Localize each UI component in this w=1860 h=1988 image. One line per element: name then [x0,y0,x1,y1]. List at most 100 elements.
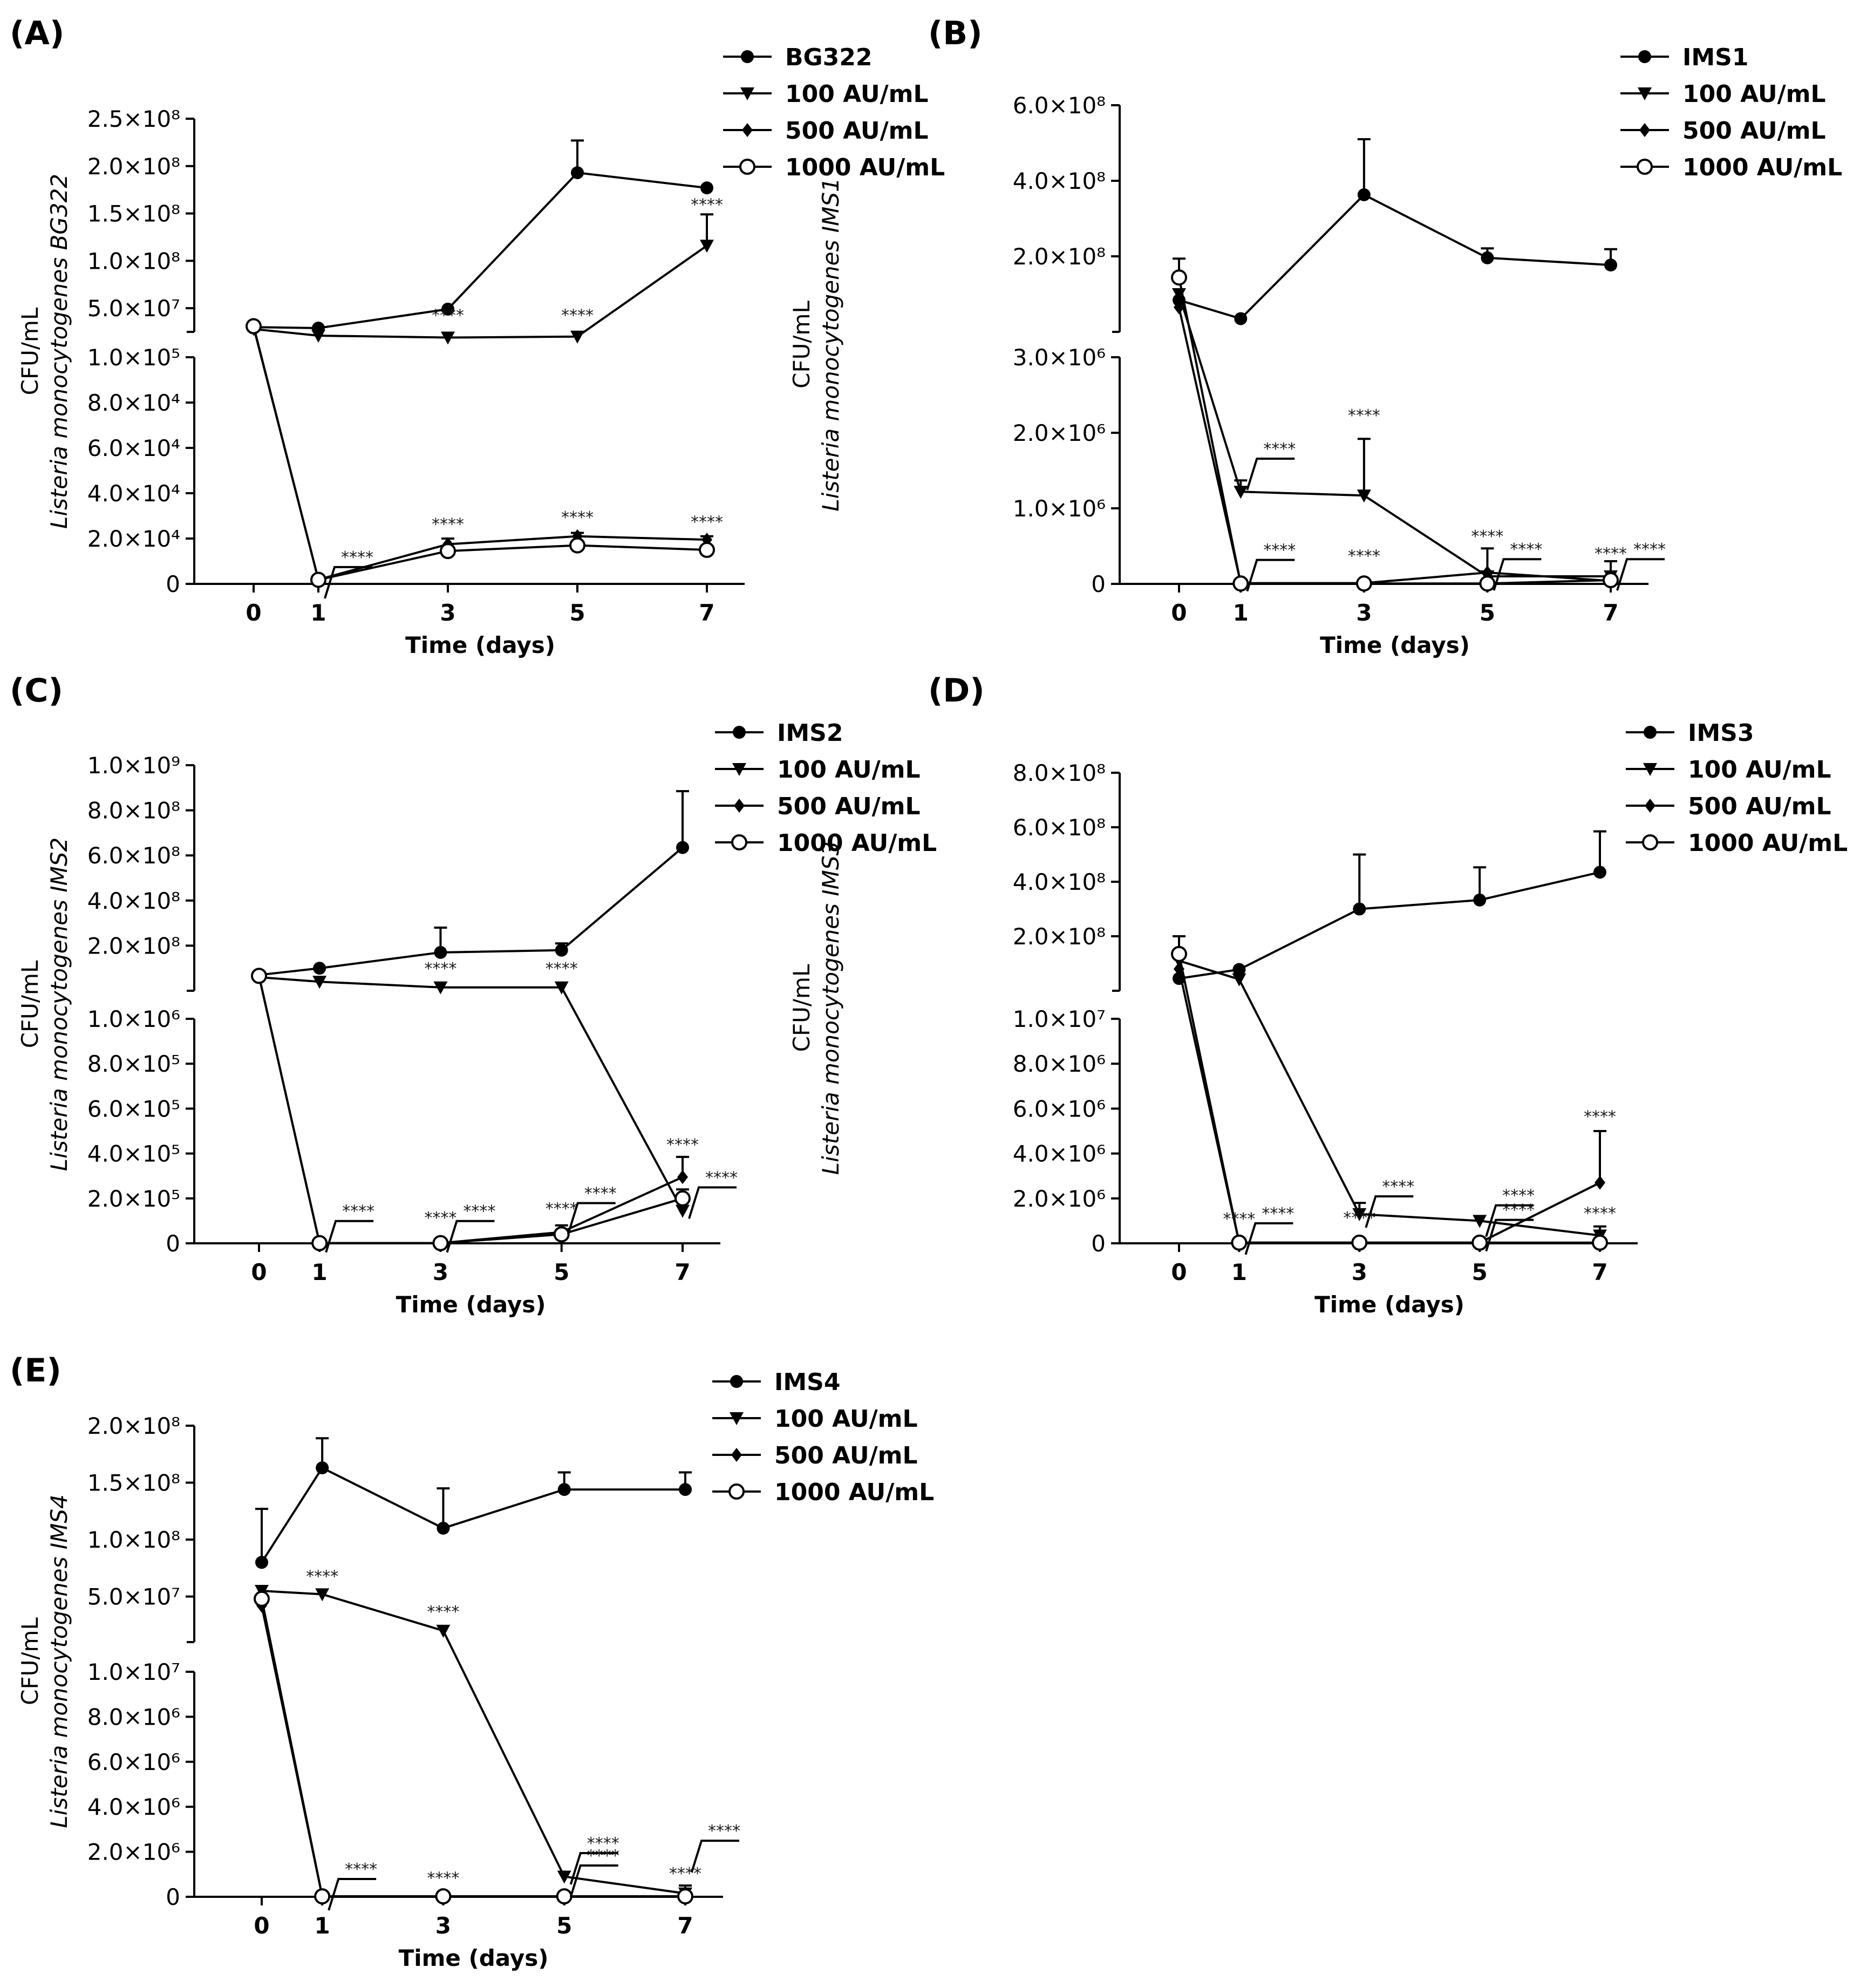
legend: IMS1 100 AU/mL 500 AU/mL 1000 AU/mL [1620,44,1842,181]
data-point [434,945,447,959]
data-point [1353,902,1366,916]
significance-label: **** [306,1568,338,1587]
data-point [679,1483,692,1496]
x-tick-label: 0 [251,1259,267,1285]
legend-label: 1000 AU/mL [1682,154,1842,181]
data-point [255,1556,268,1569]
data-point [1603,572,1619,588]
significance-label: **** [1584,1204,1616,1223]
legend-label: IMS4 [774,1369,840,1396]
y-tick-label: 1.0×10⁵ [87,344,180,371]
significance-bracket [1246,458,1295,491]
legend-item: 100 AU/mL [712,1405,918,1433]
legend-marker [728,1483,745,1500]
legend-marker [731,1448,742,1462]
significance-label: **** [424,1209,457,1228]
data-point [1479,575,1496,592]
data-point [315,1588,330,1602]
data-point [1171,269,1187,286]
y-tick-label: 0 [1091,1230,1106,1257]
data-point [570,330,584,344]
panel-label: (B) [928,15,983,52]
significance-label: **** [669,1864,701,1883]
data-point [1604,258,1617,272]
y-tick-label: 4.0×10⁶ [1013,1141,1106,1167]
legend-label: 100 AU/mL [785,80,929,108]
y-tick-label: 0 [1091,571,1106,597]
legend-label: 1000 AU/mL [774,1479,934,1506]
legend-item: 500 AU/mL [723,117,929,145]
y-axis-label: CFU/mL Listeria monocytogenes IMS1 [788,178,844,512]
y-tick-label: 3.0×10⁶ [1013,344,1106,371]
legend: IMS2 100 AU/mL 500 AU/mL 1000 AU/mL [715,719,937,857]
y-tick-label: 2.0×10⁸ [87,1413,180,1439]
data-point [1473,1215,1487,1228]
legend-item: IMS4 [712,1369,840,1396]
x-tick-label: 3 [435,1912,451,1939]
y-axis-label-species: Listeria monocytogenes IMS3 [817,841,844,1175]
data-point [676,1204,690,1218]
data-point [1593,866,1606,879]
significance-label: **** [1584,1108,1616,1127]
data-point [441,331,455,345]
legend-label: 500 AU/mL [774,1442,918,1469]
data-point [251,968,267,984]
legend-item: 500 AU/mL [1626,793,1831,820]
significance-label: **** [427,1869,459,1888]
legend-marker [731,834,747,850]
panel-a: (A) 5.0×10⁷ 1.0×10⁸ 1.5×10⁸ 2.0×10⁸ 2.5×10⁸ 0 2… [10,15,945,658]
data-point [311,1235,328,1251]
legend-item: 1000 AU/mL [715,829,937,857]
legend-label: 500 AU/mL [777,793,921,820]
data-point [1355,575,1372,592]
legend-marker [1638,87,1652,100]
legend-marker [1639,123,1650,137]
y-tick-label: 2.0×10⁴ [87,526,180,552]
y-tick-label: 8.0×10⁶ [87,1704,180,1730]
significance-bracket [1244,1222,1293,1255]
y-tick-label: 8.0×10⁸ [1013,760,1106,786]
panel-e: (E) 5.0×10⁷ 1.0×10⁸ 1.5×10⁸ 2.0×10⁸ 0 2.0×10⁶ 4… [10,1352,934,1971]
legend-marker [730,1412,744,1425]
legend-label: 100 AU/mL [777,756,921,784]
legend-item: 500 AU/mL [715,793,921,820]
x-tick-label: 1 [315,1912,330,1939]
series-1000-au-ml [246,318,715,588]
legend: BG322 100 AU/mL 500 AU/mL 1000 AU/mL [723,44,945,181]
legend-marker [1638,50,1651,63]
x-tick-label: 3 [1356,600,1372,626]
y-tick-label: 4.0×10⁸ [87,888,180,914]
legend-item: 100 AU/mL [1626,756,1831,784]
data-point [1592,1234,1608,1251]
significance-label: **** [546,1200,578,1218]
legend-item: 500 AU/mL [712,1442,918,1469]
significance-bracket [567,1202,616,1235]
data-point [441,302,454,316]
data-point [553,1226,570,1243]
legend-label: 500 AU/mL [785,117,929,145]
significance-label: **** [424,959,457,978]
y-axis-label-units: CFU/mL [788,964,815,1052]
significance-label: **** [1382,1177,1414,1196]
y-tick-label: 6.0×10⁸ [1013,814,1106,841]
panel-c: (C) 2.0×10⁸ 4.0×10⁸ 6.0×10⁸ 8.0×10⁸ 1.0×10⁹ 0 2… [10,672,937,1318]
data-point [437,1521,450,1535]
x-axis-label: Time (days) [396,1291,546,1318]
significance-label: **** [561,508,594,527]
y-tick-label: 1.5×10⁸ [87,201,180,227]
x-axis-label: Time (days) [1320,632,1470,658]
panel-b: (B) 2.0×10⁸ 4.0×10⁸ 6.0×10⁸ 0 1.0×10⁶ 2.0×10⁶ 3… [788,15,1842,658]
panel-label: (C) [10,672,63,710]
x-tick-label: 3 [433,1259,448,1285]
legend-marker [730,1375,743,1388]
legend-label: 500 AU/mL [1688,793,1831,820]
data-point [311,330,325,343]
data-point [433,981,448,995]
legend-item: IMS1 [1620,44,1748,71]
y-tick-label: 6.0×10⁸ [1013,92,1106,119]
y-axis-label-species: Listeria monocytogenes BG322 [46,174,72,529]
x-tick-label: 3 [1352,1259,1367,1285]
x-tick-label: 7 [677,1912,693,1939]
y-tick-label: 6.0×10⁶ [87,1749,180,1775]
